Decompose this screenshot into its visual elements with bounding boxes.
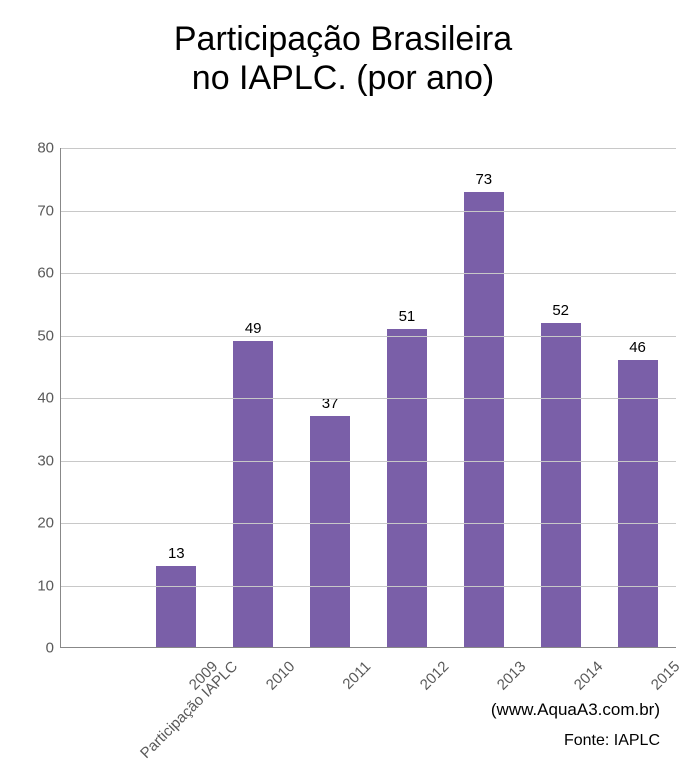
x-label-slot: Participação IAPLC [60,650,137,720]
bar-value-label: 73 [475,171,492,188]
gridline [61,586,676,587]
gridline [61,211,676,212]
gridline [61,461,676,462]
y-tick-label: 80 [14,140,54,157]
chart-container: Participação Brasileira no IAPLC. (por a… [0,0,686,764]
y-tick-label: 40 [14,390,54,407]
gridline [61,336,676,337]
y-tick-label: 20 [14,515,54,532]
y-tick-label: 70 [14,202,54,219]
x-axis-category-label: 2015 [647,658,683,694]
y-tick-label: 0 [14,640,54,657]
attribution-text: (www.AquaA3.com.br) [491,700,660,720]
bar-value-label: 46 [629,339,646,356]
y-tick-label: 10 [14,577,54,594]
x-label-slot: 2009 [137,650,214,720]
gridline [61,398,676,399]
y-tick-label: 50 [14,327,54,344]
source-text: Fonte: IAPLC [564,732,660,750]
bar: 52 [541,323,581,647]
y-tick-label: 30 [14,452,54,469]
bar: 73 [464,192,504,647]
x-label-slot: 2012 [368,650,445,720]
chart-title: Participação Brasileira no IAPLC. (por a… [0,0,686,98]
plot-area: 13493751735246 [60,148,676,648]
bar: 13 [156,566,196,647]
bar: 51 [387,329,427,647]
y-tick-label: 60 [14,265,54,282]
x-label-slot: 2011 [291,650,368,720]
chart-title-line2: no IAPLC. (por ano) [0,59,686,98]
chart-title-line1: Participação Brasileira [0,20,686,59]
bar: 37 [310,416,350,647]
bar-value-label: 52 [552,302,569,319]
gridline [61,273,676,274]
x-label-slot: 2010 [214,650,291,720]
bar: 49 [233,341,273,647]
gridline [61,148,676,149]
bar-value-label: 51 [399,308,416,325]
bar: 46 [618,360,658,647]
gridline [61,523,676,524]
bar-value-label: 13 [168,545,185,562]
